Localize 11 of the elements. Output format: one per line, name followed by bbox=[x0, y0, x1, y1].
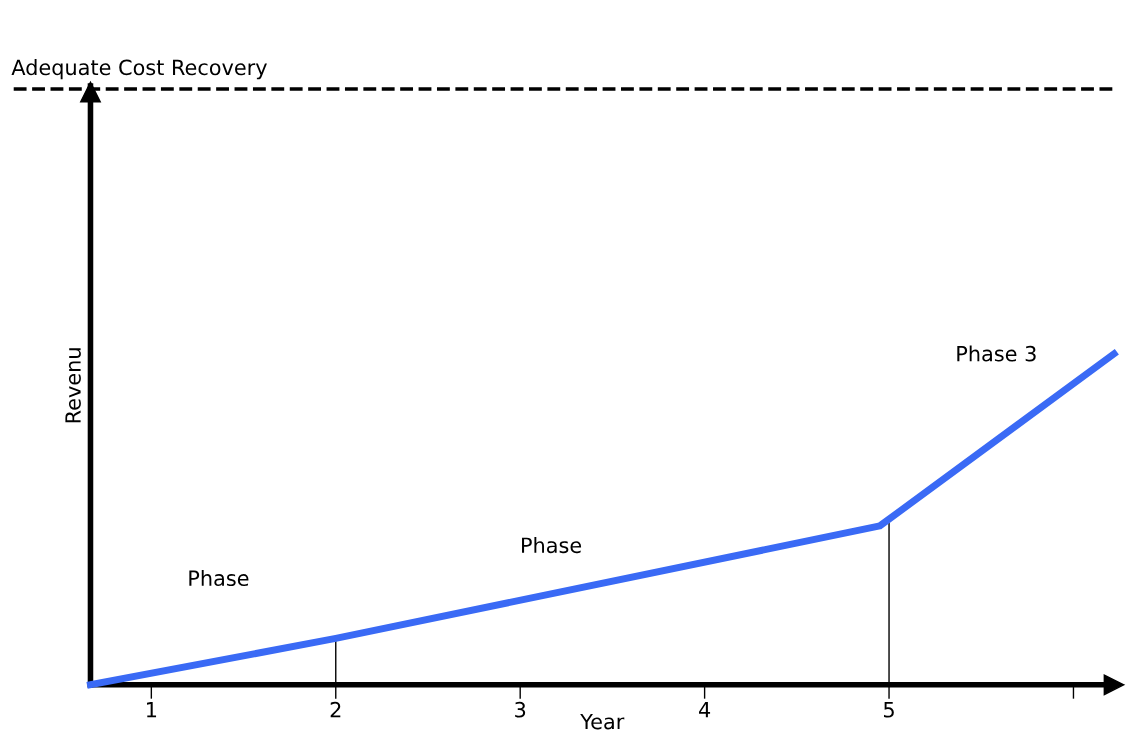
x-axis-title: Year bbox=[580, 713, 625, 730]
ref-line-label: Adequate Cost Recovery bbox=[11, 59, 267, 80]
x-tick-label: 3 bbox=[515, 701, 526, 718]
annotation: Phase bbox=[522, 537, 582, 554]
x-tick-label: 4 bbox=[699, 702, 711, 718]
annotation: Phase bbox=[189, 569, 249, 587]
x-tick-label: 2 bbox=[330, 701, 341, 718]
annotation: Phase 3 bbox=[957, 345, 1036, 362]
y-axis-title: Revenu bbox=[65, 348, 81, 423]
x-tick-label: 5 bbox=[884, 702, 894, 718]
x-tick-label: 1 bbox=[147, 702, 157, 718]
